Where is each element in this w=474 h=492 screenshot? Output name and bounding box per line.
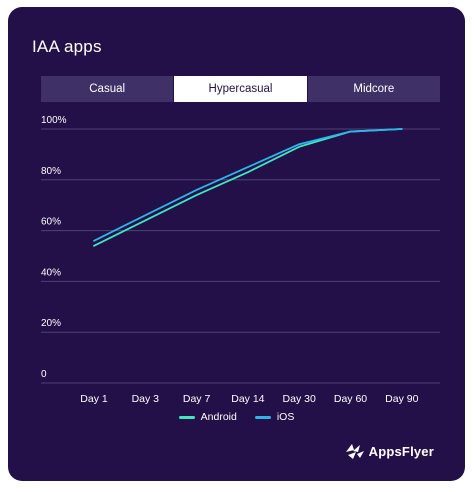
series-line-android — [93, 128, 403, 247]
appsflyer-logo: AppsFlyer — [344, 442, 434, 460]
y-tick-label: 0 — [41, 369, 47, 380]
x-tick-label: Day 1 — [80, 393, 108, 405]
tab-midcore[interactable]: Midcore — [306, 76, 440, 102]
chart-card: IAA apps Casual Hypercasual Midcore 0 20%… — [8, 7, 465, 481]
x-tick-label: Day 14 — [231, 393, 264, 405]
y-tick-label: 80% — [41, 166, 61, 177]
chart-legend: Android iOS — [8, 411, 465, 423]
tab-hypercasual[interactable]: Hypercasual — [173, 76, 307, 102]
x-tick-label: Day 30 — [283, 393, 316, 405]
segment-tabs: Casual Hypercasual Midcore — [41, 76, 440, 102]
tab-casual[interactable]: Casual — [41, 76, 174, 102]
legend-label-ios: iOS — [276, 411, 295, 423]
x-tick-label: Day 7 — [183, 393, 211, 405]
brand-name: AppsFlyer — [368, 443, 434, 459]
chart-title: IAA apps — [32, 37, 102, 56]
retention-line-chart: 0 20% 40% 60% 80% 100% Day 1 Day 3 Day 7 Day 14 Da… — [41, 115, 440, 405]
y-tick-label: 20% — [41, 318, 61, 329]
legend-item-android[interactable]: Android — [178, 411, 237, 423]
legend-label-android: Android — [200, 411, 237, 423]
legend-swatch-android — [178, 415, 195, 419]
y-tick-label: 60% — [41, 217, 61, 228]
legend-item-ios[interactable]: iOS — [254, 411, 295, 423]
x-tick-label: Day 60 — [334, 393, 367, 405]
y-tick-label: 40% — [41, 267, 61, 278]
x-tick-label: Day 3 — [132, 393, 160, 405]
legend-swatch-ios — [254, 415, 271, 419]
appsflyer-logo-icon — [345, 444, 364, 459]
y-tick-label: 100% — [41, 115, 67, 126]
series-line-ios — [93, 128, 403, 242]
x-tick-label: Day 90 — [385, 393, 418, 405]
